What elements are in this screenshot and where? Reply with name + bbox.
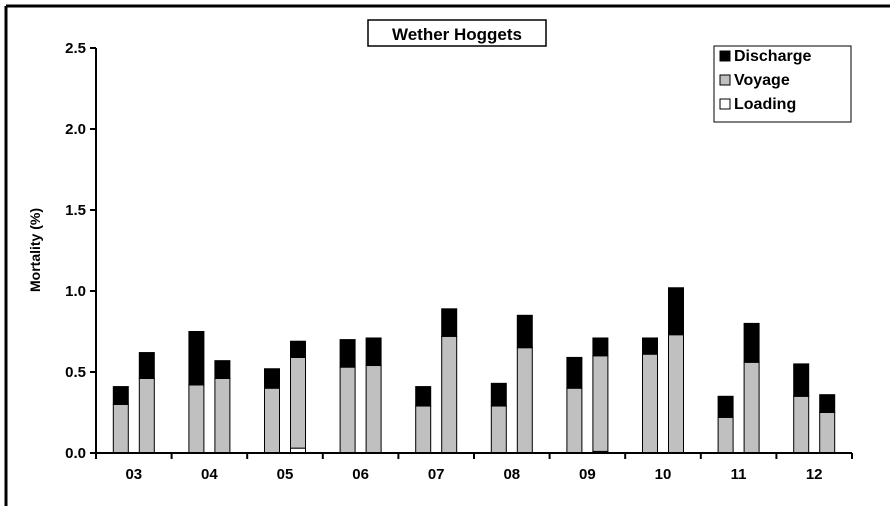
legend: Discharge Voyage Loading bbox=[713, 45, 852, 123]
y-tick-label: 1.0 bbox=[65, 283, 86, 300]
x-tick-label: 04 bbox=[201, 466, 218, 483]
x-tick-label: 10 bbox=[655, 466, 672, 483]
x-tick-label: 12 bbox=[806, 466, 823, 483]
bar-voyage-11-1 bbox=[717, 416, 734, 454]
bar-discharge-03-2 bbox=[138, 352, 155, 379]
legend-swatch-loading bbox=[719, 98, 731, 110]
chart-title-box: Wether Hoggets bbox=[367, 19, 547, 47]
bar-voyage-06-2 bbox=[365, 365, 382, 454]
bar-discharge-12-2 bbox=[819, 394, 836, 413]
bar-discharge-04-2 bbox=[214, 360, 231, 379]
bar-discharge-04-1 bbox=[188, 331, 205, 386]
bar-voyage-05-1 bbox=[264, 387, 280, 454]
bar-discharge-05-1 bbox=[264, 368, 280, 389]
bar-voyage-09-1 bbox=[566, 387, 583, 454]
bar-discharge-03-1 bbox=[112, 386, 129, 405]
bar-discharge-08-1 bbox=[490, 382, 507, 407]
bar-discharge-08-2 bbox=[516, 314, 533, 349]
bar-voyage-09-2 bbox=[592, 355, 609, 452]
x-tick-label: 11 bbox=[731, 466, 747, 483]
bar-voyage-12-2 bbox=[819, 412, 836, 454]
bar-discharge-10-2 bbox=[668, 287, 684, 336]
y-tick-label: 2.0 bbox=[65, 121, 86, 138]
bar-discharge-06-2 bbox=[365, 337, 382, 367]
bar-voyage-10-1 bbox=[642, 353, 658, 454]
bar-voyage-05-2 bbox=[290, 356, 306, 449]
bar-discharge-12-1 bbox=[793, 363, 810, 397]
bar-voyage-08-2 bbox=[516, 347, 533, 454]
bar-voyage-03-2 bbox=[138, 377, 155, 454]
bar-discharge-07-1 bbox=[415, 386, 432, 407]
bar-discharge-09-2 bbox=[592, 337, 609, 357]
y-tick-label: 2.5 bbox=[65, 40, 86, 57]
legend-swatch-discharge bbox=[719, 50, 731, 62]
y-axis-label: Mortality (%) bbox=[27, 208, 43, 292]
bar-voyage-11-2 bbox=[743, 361, 760, 454]
bar-discharge-05-2 bbox=[290, 340, 306, 358]
bar-voyage-10-2 bbox=[668, 334, 684, 454]
x-tick-label: 03 bbox=[125, 466, 142, 483]
y-axis: 0.0 0.5 1.0 1.5 2.0 2.5 bbox=[65, 40, 97, 462]
bar-discharge-11-1 bbox=[717, 395, 734, 418]
legend-label-voyage: Voyage bbox=[734, 72, 790, 89]
bar-voyage-07-2 bbox=[441, 335, 458, 454]
legend-border bbox=[713, 45, 852, 123]
x-tick-label: 06 bbox=[352, 466, 369, 483]
legend-label-discharge: Discharge bbox=[734, 48, 811, 65]
bar-discharge-09-1 bbox=[566, 356, 583, 389]
bar-voyage-06-1 bbox=[339, 366, 356, 454]
bar-voyage-12-1 bbox=[793, 395, 810, 454]
x-tick-label: 05 bbox=[277, 466, 294, 483]
y-tick-label: 1.5 bbox=[65, 202, 86, 219]
x-tick-label: 07 bbox=[428, 466, 445, 483]
plot-area bbox=[112, 287, 836, 454]
legend-swatch-voyage bbox=[719, 74, 731, 86]
bar-voyage-04-1 bbox=[188, 384, 205, 454]
bar-discharge-07-2 bbox=[441, 308, 458, 337]
bar-discharge-10-1 bbox=[642, 337, 658, 355]
x-axis: 03 04 05 06 07 08 09 10 11 12 bbox=[95, 452, 853, 483]
chart-title-border bbox=[367, 19, 547, 47]
bar-voyage-07-1 bbox=[415, 405, 432, 454]
x-tick-label: 09 bbox=[579, 466, 596, 483]
y-tick-label: 0.5 bbox=[65, 364, 86, 381]
chart-title: Wether Hoggets bbox=[392, 25, 522, 44]
x-tick-label: 08 bbox=[503, 466, 520, 483]
bar-voyage-03-1 bbox=[112, 403, 129, 454]
bar-discharge-06-1 bbox=[339, 339, 356, 368]
bar-discharge-11-2 bbox=[743, 322, 760, 363]
legend-label-loading: Loading bbox=[734, 96, 796, 113]
bar-voyage-08-1 bbox=[490, 405, 507, 454]
bar-voyage-04-2 bbox=[214, 377, 231, 454]
y-tick-label: 0.0 bbox=[65, 445, 86, 462]
